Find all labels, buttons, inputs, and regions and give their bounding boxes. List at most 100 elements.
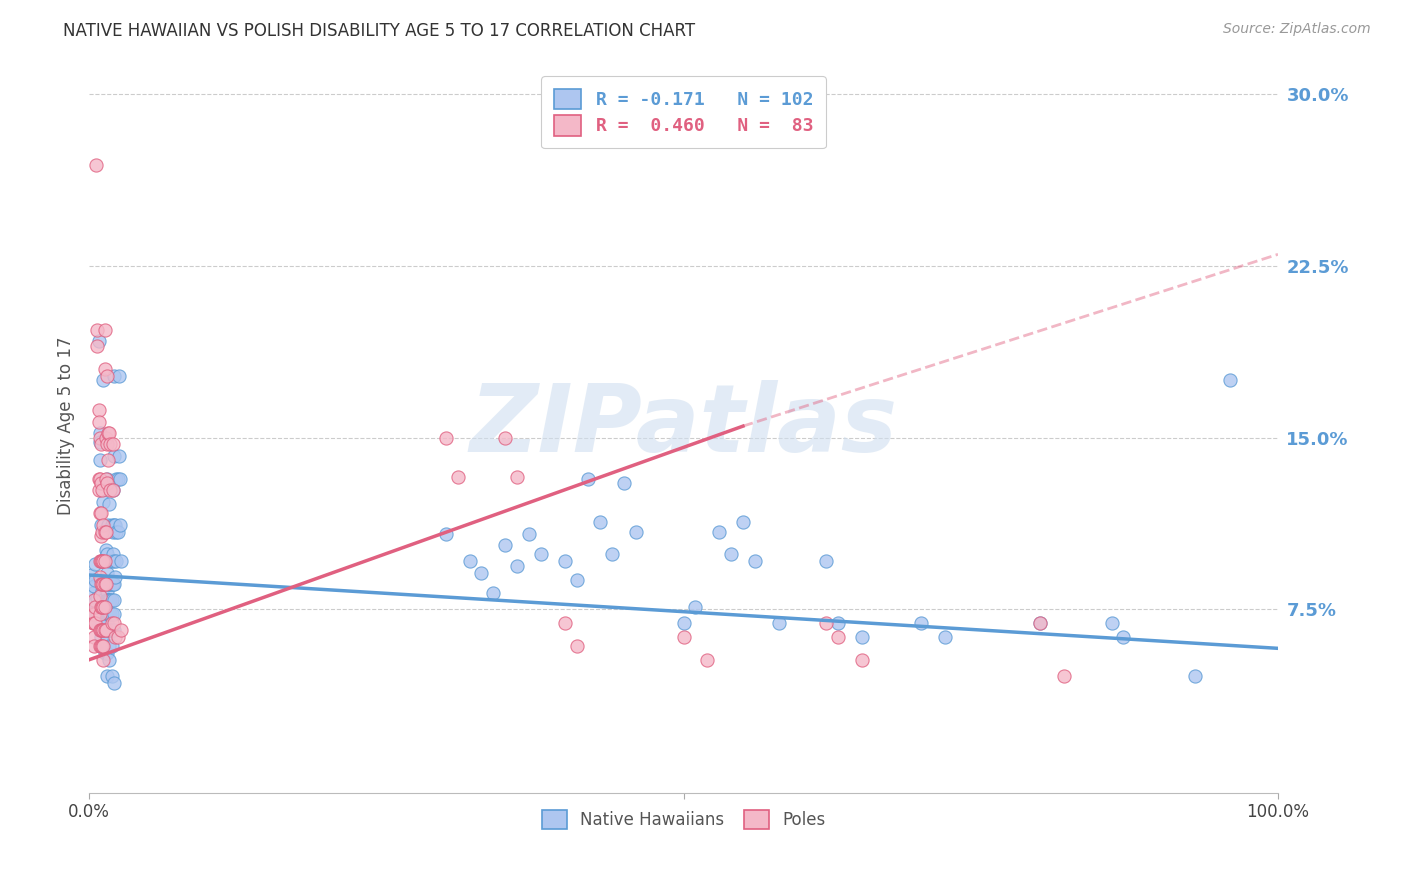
Point [107,524,129,539]
Point [434,431,457,445]
Point [98,607,121,621]
Point [554,554,576,568]
Point [103,607,125,621]
Point [84,616,107,631]
Point [815,554,838,568]
Point [90,506,112,520]
Point [1101,616,1123,631]
Point [100,639,122,653]
Point [97,593,120,607]
Point [108,517,131,532]
Point [100,607,122,621]
Point [506,558,529,573]
Point [90,623,112,637]
Point [89,435,111,450]
Point [101,548,124,562]
Point [100,593,122,607]
Point [90,600,112,615]
Point [82,586,104,600]
Point [89,431,111,445]
Point [91,524,114,539]
Point [91,639,114,653]
Point [83,593,105,607]
Point [827,616,849,631]
Point [89,554,111,568]
Point [107,472,129,486]
Point [87,334,110,349]
Point [91,600,114,615]
Point [91,373,114,387]
Point [1219,373,1241,387]
Point [103,616,125,631]
Point [91,600,114,615]
Point [84,614,107,628]
Point [565,639,588,653]
Point [100,437,122,451]
Point [672,616,695,631]
Point [80,568,103,582]
Point [94,616,117,631]
Point [83,639,105,653]
Point [89,425,111,440]
Point [103,593,125,607]
Point [107,630,129,644]
Point [91,494,114,508]
Point [91,577,114,591]
Point [530,548,553,562]
Point [97,425,120,440]
Point [1112,630,1135,644]
Point [86,591,108,605]
Point [93,600,115,615]
Point [91,623,114,637]
Point [101,524,124,539]
Point [91,554,114,568]
Point [96,476,118,491]
Point [554,616,576,631]
Point [80,607,103,621]
Point [93,646,115,660]
Point [494,431,516,445]
Point [83,595,105,609]
Point [565,573,588,587]
Point [97,517,120,532]
Point [97,577,120,591]
Point [97,453,120,467]
Point [685,600,707,615]
Point [96,630,118,644]
Point [90,554,112,568]
Point [100,607,122,621]
Point [89,453,111,467]
Point [90,618,112,632]
Point [90,554,112,568]
Point [105,472,128,486]
Point [97,607,120,621]
Point [82,616,104,631]
Point [93,524,115,539]
Point [96,646,118,660]
Point [83,579,105,593]
Point [93,623,115,637]
Point [103,675,125,690]
Y-axis label: Disability Age 5 to 17: Disability Age 5 to 17 [58,337,75,516]
Point [84,557,107,571]
Point [105,524,128,539]
Point [94,623,117,637]
Point [94,524,117,539]
Point [98,425,121,440]
Point [90,517,112,532]
Point [1184,669,1206,683]
Point [87,403,110,417]
Point [744,554,766,568]
Point [107,368,129,383]
Point [815,616,838,631]
Text: Source: ZipAtlas.com: Source: ZipAtlas.com [1223,22,1371,37]
Point [458,554,481,568]
Point [94,431,117,445]
Point [1053,669,1076,683]
Point [98,577,121,591]
Point [100,483,122,498]
Point [100,616,122,631]
Point [709,524,731,539]
Point [91,483,114,498]
Point [827,630,849,644]
